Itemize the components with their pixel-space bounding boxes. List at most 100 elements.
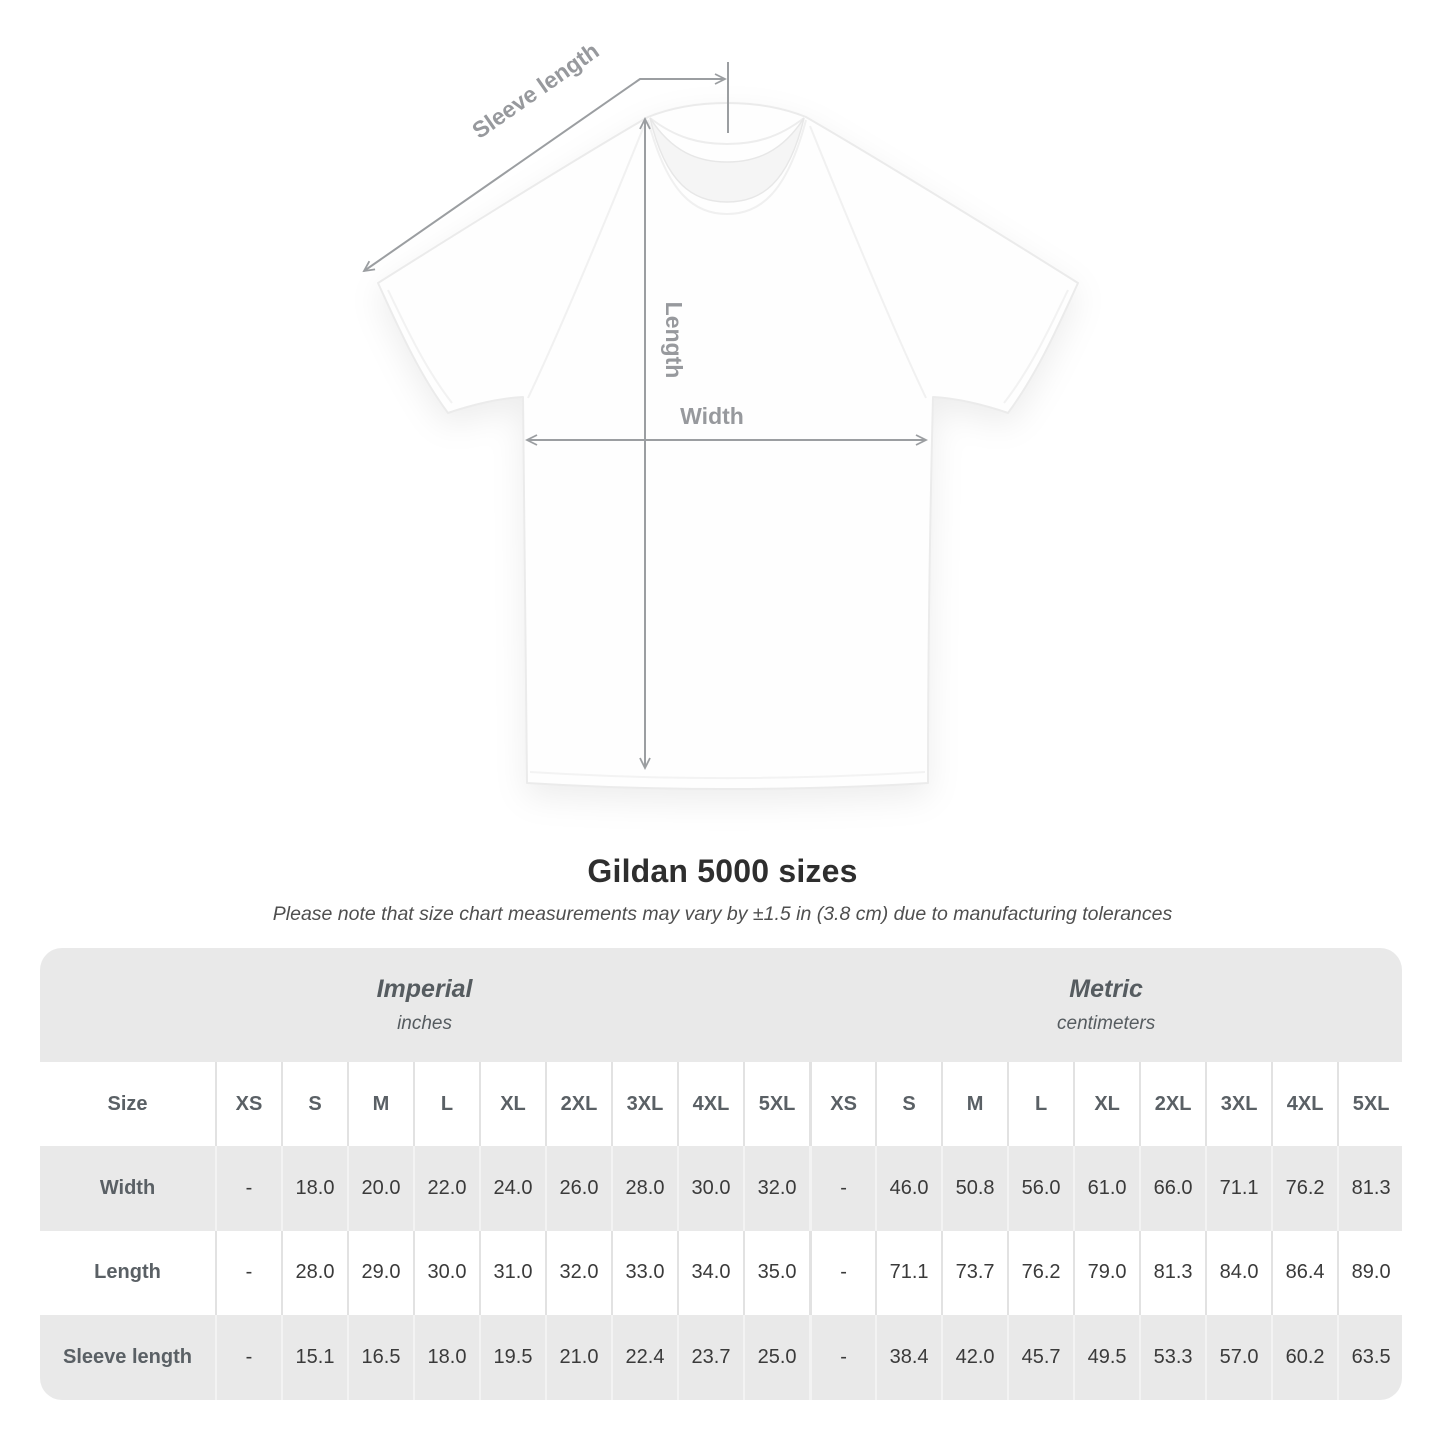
unit-system-header-row: Imperial inches Metric centimeters [40,948,1402,1062]
cell: - [809,1315,876,1400]
tshirt-silhouette [377,102,1079,790]
cell: 61.0 [1073,1146,1140,1231]
page-title: Gildan 5000 sizes [587,853,858,889]
cell: 28.0 [611,1146,677,1231]
imperial-section-header: Imperial inches [40,948,810,1062]
imperial-size-4xl: 4XL [677,1062,743,1146]
row-label-sleeve-length: Sleeve length [40,1315,215,1400]
hem-stitch [529,771,926,779]
tolerance-note: Please note that size chart measurements… [272,903,1173,925]
cell: 18.0 [281,1146,347,1231]
cell: 34.0 [677,1230,743,1316]
cell: 42.0 [941,1315,1008,1400]
cell: 22.0 [413,1146,479,1231]
sleeve-length-row: Sleeve length - 15.1 16.5 18.0 19.5 21.0… [40,1315,1402,1400]
cell: 20.0 [347,1146,413,1231]
cell: 81.3 [1337,1146,1402,1231]
sleeve-length-label: Sleeve length [467,37,603,143]
left-cuff-stitch [387,289,453,404]
cell: - [215,1315,281,1400]
cell: 25.0 [743,1315,810,1400]
metric-size-3xl: 3XL [1205,1062,1272,1146]
cell: 38.4 [875,1315,942,1400]
tshirt-diagram: Sleeve length Length Width [0,37,1079,790]
cell: 21.0 [545,1315,611,1400]
imperial-size-s: S [281,1062,347,1146]
imperial-size-xl: XL [479,1062,545,1146]
cell: 79.0 [1073,1230,1140,1316]
cell: 63.5 [1337,1315,1402,1400]
metric-size-xs: XS [809,1062,876,1146]
cell: 32.0 [545,1230,611,1316]
cell: 33.0 [611,1230,677,1316]
cell: 16.5 [347,1315,413,1400]
cell: 53.3 [1139,1315,1206,1400]
cell: 26.0 [545,1146,611,1231]
metric-size-5xl: 5XL [1337,1062,1402,1146]
cell: - [809,1230,876,1316]
metric-unit-label: centimeters [1057,1013,1156,1034]
cell: - [215,1230,281,1316]
imperial-size-2xl: 2XL [545,1062,611,1146]
metric-size-l: L [1007,1062,1074,1146]
right-cuff-stitch [1003,289,1069,404]
metric-size-2xl: 2XL [1139,1062,1206,1146]
size-chart-table-container: Imperial inches Metric centimeters Size … [40,948,1402,1400]
imperial-size-m: M [347,1062,413,1146]
imperial-size-l: L [413,1062,479,1146]
cell: 32.0 [743,1146,810,1231]
imperial-size-5xl: 5XL [743,1062,810,1146]
cell: 57.0 [1205,1315,1272,1400]
metric-size-s: S [875,1062,942,1146]
size-header-row: Size XS S M L XL 2XL 3XL 4XL 5XL XS S M … [40,1062,1402,1146]
cell: 60.2 [1271,1315,1338,1400]
imperial-size-3xl: 3XL [611,1062,677,1146]
cell: 81.3 [1139,1230,1206,1316]
cell: 86.4 [1271,1230,1338,1316]
sleeve-length-arrow [364,79,725,271]
metric-size-m: M [941,1062,1008,1146]
cell: 50.8 [941,1146,1008,1231]
metric-system-label: Metric [1069,975,1143,1003]
cell: 18.0 [413,1315,479,1400]
length-row: Length - 28.0 29.0 30.0 31.0 32.0 33.0 3… [40,1230,1402,1316]
metric-size-4xl: 4XL [1271,1062,1338,1146]
cell: - [809,1146,876,1231]
width-label: Width [680,403,744,429]
row-label-width: Width [40,1146,215,1231]
cell: 76.2 [1007,1230,1074,1316]
cell: 71.1 [875,1230,942,1316]
imperial-unit-label: inches [397,1013,452,1034]
cell: 28.0 [281,1230,347,1316]
size-column-header: Size [40,1062,215,1146]
cell: 56.0 [1007,1146,1074,1231]
cell: 15.1 [281,1315,347,1400]
cell: 49.5 [1073,1315,1140,1400]
cell: 29.0 [347,1230,413,1316]
imperial-system-label: Imperial [376,975,473,1003]
cell: 89.0 [1337,1230,1402,1316]
metric-section-header: Metric centimeters [809,948,1402,1062]
cell: 22.4 [611,1315,677,1400]
cell: 76.2 [1271,1146,1338,1231]
cell: 66.0 [1139,1146,1206,1231]
cell: 84.0 [1205,1230,1272,1316]
row-label-length: Length [40,1230,215,1316]
cell: 24.0 [479,1146,545,1231]
cell: 35.0 [743,1230,810,1316]
imperial-size-xs: XS [215,1062,281,1146]
metric-size-xl: XL [1073,1062,1140,1146]
cell: 31.0 [479,1230,545,1316]
cell: - [215,1146,281,1231]
cell: 46.0 [875,1146,942,1231]
cell: 30.0 [413,1230,479,1316]
cell: 45.7 [1007,1315,1074,1400]
tshirt-graphic [377,102,1079,790]
cell: 71.1 [1205,1146,1272,1231]
cell: 73.7 [941,1230,1008,1316]
cell: 23.7 [677,1315,743,1400]
size-chart-table: Imperial inches Metric centimeters Size … [40,948,1402,1400]
width-row: Width - 18.0 20.0 22.0 24.0 26.0 28.0 30… [40,1146,1402,1231]
length-label: Length [661,302,687,379]
